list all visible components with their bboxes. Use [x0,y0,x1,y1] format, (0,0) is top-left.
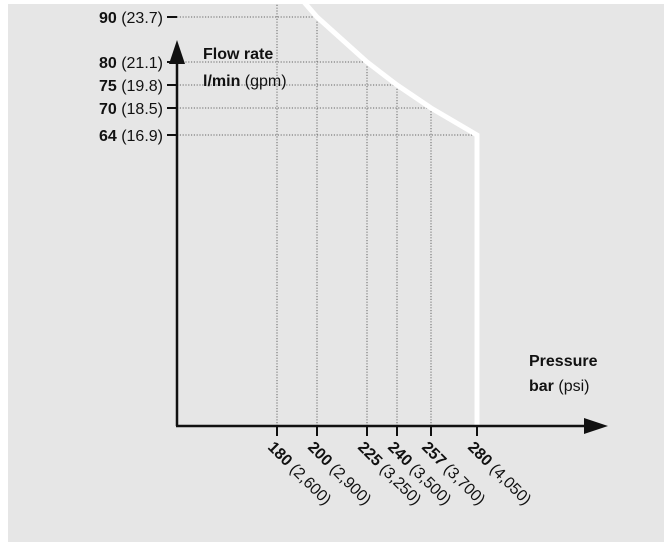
y-tick-value: 90 [99,10,117,27]
axes [169,40,608,434]
y-tick-alt: (23.7) [117,10,163,27]
x-axis-title: Pressure [529,353,598,370]
y-tick-alt: (18.5) [117,101,163,118]
x-tick-alt: (2,900) [323,458,374,509]
y-tick-label-80: 80 (21.1) [99,55,163,72]
chart-panel: Flow rate l/min (gpm) Pressure bar (psi)… [8,4,664,542]
tick-marks [167,16,478,436]
x-tick-alt: (4,050) [483,458,534,509]
y-tick-label-64: 64 (16.9) [99,128,163,145]
y-tick-alt: (19.8) [117,78,163,95]
y-tick-label-90: 90 (23.7) [99,10,163,27]
curve-layer [302,4,480,426]
y-unit-main: l/min [203,73,240,90]
y-unit-alt: (gpm) [245,73,287,90]
x-axis-arrow [584,418,608,434]
guide-lines [177,4,478,426]
y-tick-alt: (16.9) [117,128,163,145]
y-tick-label-75: 75 (19.8) [99,78,163,95]
y-axis-unit: l/min (gpm) [203,73,287,90]
y-tick-label-70: 70 (18.5) [99,101,163,118]
y-axis-title: Flow rate [203,46,273,63]
y-tick-value: 64 [99,128,117,145]
y-tick-labels: 100 (26.4)90 (23.7)80 (21.1)75 (19.8)70 … [99,10,163,145]
x-unit-alt: (psi) [558,378,589,395]
y-tick-value: 80 [99,55,117,72]
x-tick-labels: 180 (2,600)200 (2,900)225 (3,250)240 (3,… [264,439,534,509]
flow-curve [302,4,480,426]
x-axis-unit: bar (psi) [529,378,589,395]
flow-pressure-chart: Flow rate l/min (gpm) Pressure bar (psi)… [99,4,608,509]
x-unit-main: bar [529,378,554,395]
y-tick-alt: (21.1) [117,55,163,72]
y-axis-arrow [169,40,185,64]
y-tick-value: 75 [99,78,117,95]
y-tick-value: 70 [99,101,117,118]
